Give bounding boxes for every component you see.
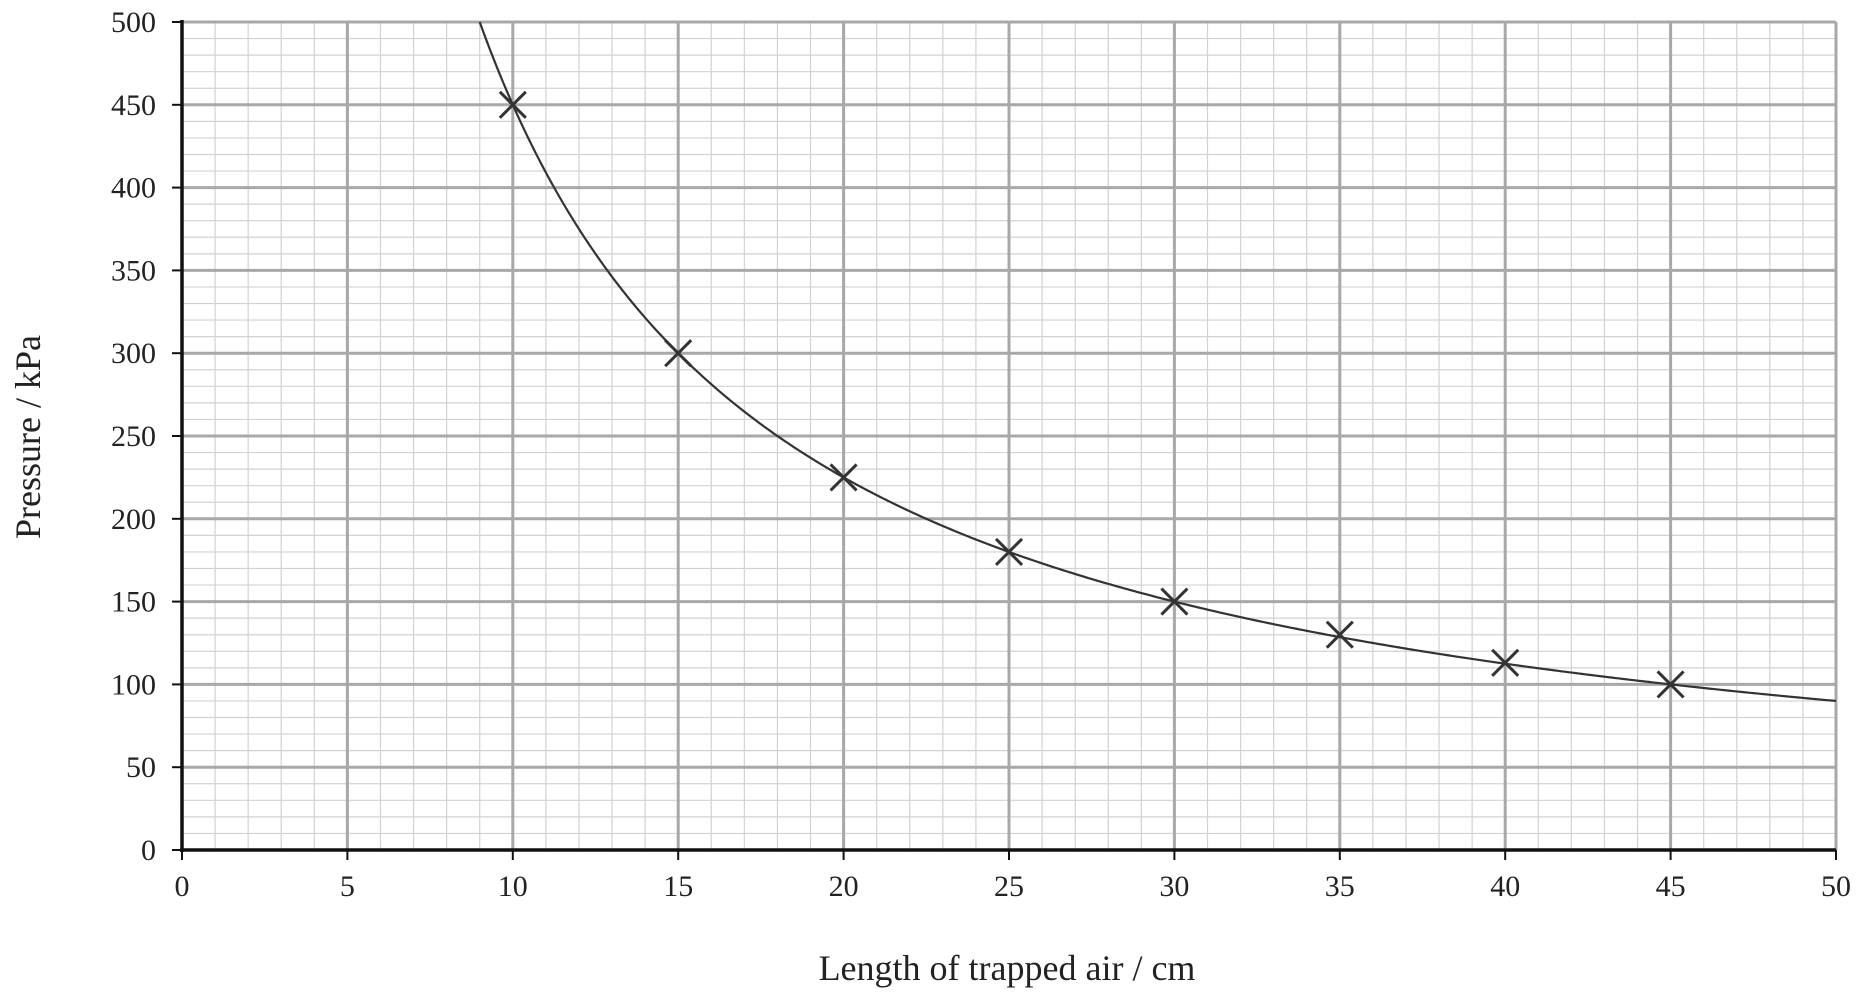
x-tick-label: 45	[1656, 870, 1686, 903]
x-tick-label: 35	[1325, 870, 1355, 903]
marker-stroke	[1491, 648, 1520, 677]
y-tick-label: 50	[126, 751, 156, 784]
y-tick-label: 400	[111, 172, 156, 205]
data-point-marker	[1656, 670, 1685, 699]
x-axis-label: Length of trapped air / cm	[819, 948, 1196, 988]
y-axis-label: Pressure / kPa	[8, 335, 48, 539]
marker-stroke	[829, 463, 858, 492]
x-tick-label: 30	[1159, 870, 1189, 903]
marker-stroke	[1325, 620, 1354, 649]
data-point-marker	[994, 537, 1024, 566]
y-tick-label: 100	[111, 668, 156, 701]
marker-stroke	[994, 537, 1024, 566]
data-point-marker	[664, 339, 693, 368]
y-tick-label: 300	[111, 337, 156, 370]
x-tick-labels: 0 5 10 15 20 25 30 35 40 45 50	[175, 870, 1852, 903]
fitted-curve	[478, 21, 1837, 703]
y-tick-label: 350	[111, 254, 156, 287]
data-point-marker	[498, 90, 527, 119]
y-tick-label: 500	[111, 6, 156, 39]
data-point-marker	[1491, 648, 1520, 677]
y-tick-labels: 0 50 100 150 200 250 300 350 400 450 500	[111, 6, 156, 867]
x-tick-label: 40	[1490, 870, 1520, 903]
x-tick-label: 25	[994, 870, 1024, 903]
x-tick-label: 20	[829, 870, 859, 903]
major-grid	[180, 20, 1838, 852]
marker-stroke	[664, 339, 693, 368]
marker-stroke	[498, 90, 527, 119]
data-point-marker	[1160, 587, 1189, 616]
data-point-marker	[829, 463, 858, 492]
data-markers	[498, 90, 1685, 699]
y-tick-label: 150	[111, 586, 156, 619]
y-tick-label: 250	[111, 420, 156, 453]
data-point-marker	[1325, 620, 1354, 649]
x-tick-label: 15	[663, 870, 693, 903]
y-tick-label: 0	[141, 834, 156, 867]
y-tick-label: 450	[111, 89, 156, 122]
x-tick-label: 10	[498, 870, 528, 903]
x-tick-label: 5	[340, 870, 355, 903]
x-tick-label: 0	[175, 870, 190, 903]
y-tick-label: 200	[111, 503, 156, 536]
marker-stroke	[1656, 670, 1685, 699]
x-tick-label: 50	[1821, 870, 1851, 903]
axes	[172, 20, 1837, 860]
marker-stroke	[1160, 587, 1189, 616]
